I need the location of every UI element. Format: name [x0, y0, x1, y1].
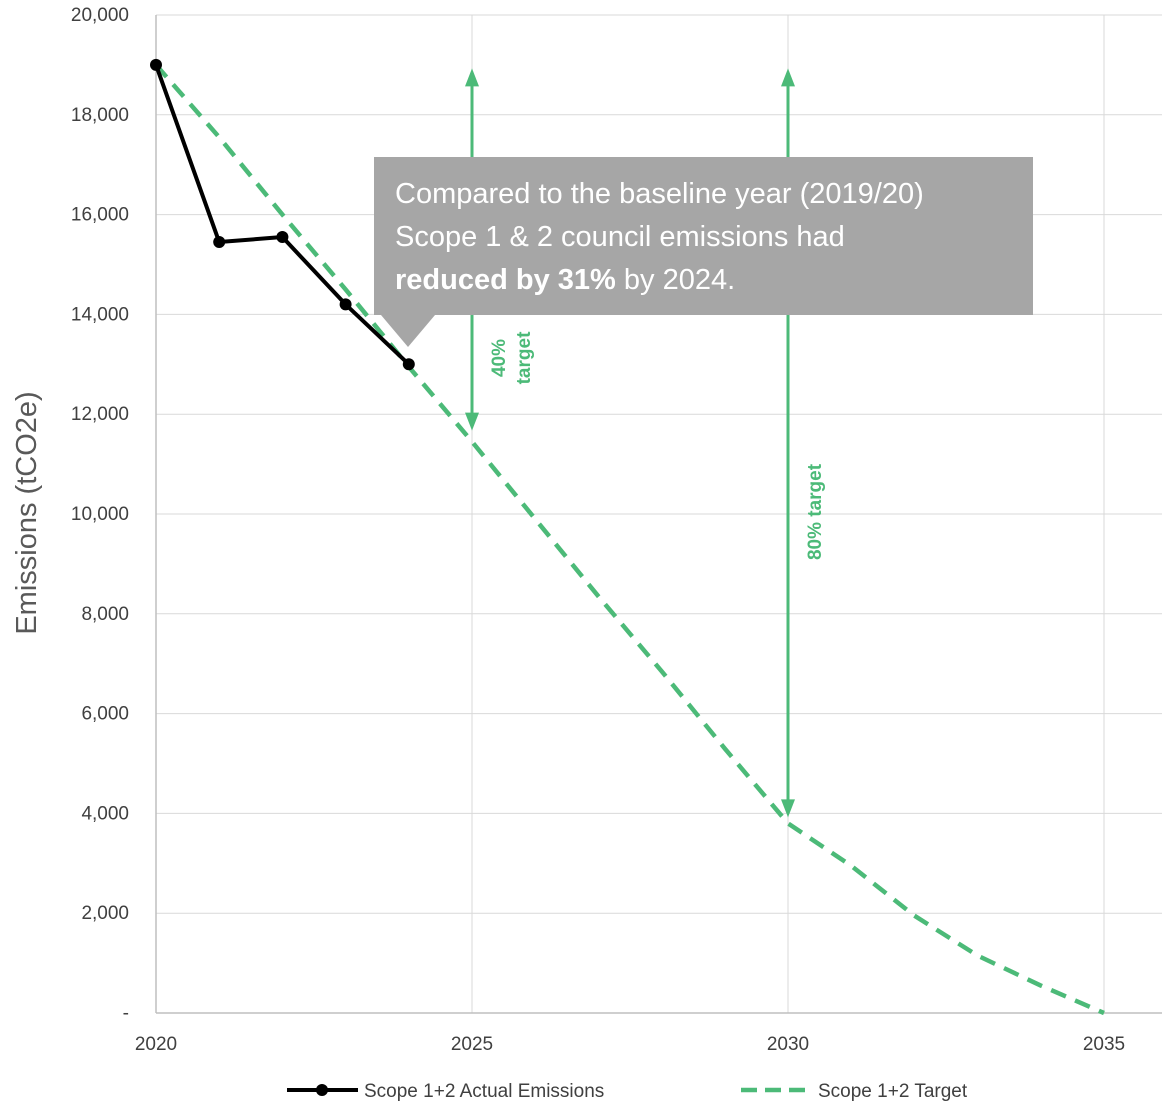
arrow-head-down — [465, 412, 479, 431]
arrow-head-up — [465, 68, 479, 87]
y-tick-label: 14,000 — [71, 304, 129, 325]
arrow-head-down — [781, 799, 795, 818]
actual-point — [339, 298, 352, 311]
y-axis-ticks: - 2,000 4,000 6,000 8,000 10,000 12,000 14,000 1… — [71, 5, 129, 1024]
y-tick-label: 16,000 — [71, 205, 129, 226]
y-tick-label: 18,000 — [71, 105, 129, 126]
callout-line-1: Compared to the baseline year (2019/20) — [395, 178, 924, 210]
actual-point — [213, 236, 226, 249]
y-tick-label: - — [123, 1003, 129, 1024]
callout-box: Compared to the baseline year (2019/20) … — [374, 157, 1033, 315]
legend-target-label: Scope 1+2 Target — [818, 1081, 968, 1102]
actual-point — [402, 358, 415, 371]
y-tick-label: 4,000 — [81, 803, 129, 824]
y-tick-label: 8,000 — [81, 604, 129, 625]
legend-actual-marker — [316, 1084, 328, 1096]
legend-actual-label: Scope 1+2 Actual Emissions — [364, 1081, 604, 1102]
x-tick-label: 2025 — [451, 1034, 493, 1055]
legend: Scope 1+2 Actual Emissions Scope 1+2 Targ… — [287, 1081, 968, 1102]
annotation-80-label: 80% target — [805, 463, 826, 560]
callout-highlight: reduced by 31% — [395, 264, 616, 296]
y-tick-label: 10,000 — [71, 504, 129, 525]
y-tick-label: 2,000 — [81, 903, 129, 924]
target-series-line — [154, 63, 1105, 1016]
x-tick-label: 2020 — [135, 1034, 177, 1055]
x-tick-label: 2035 — [1083, 1034, 1125, 1055]
annotation-40-label: target — [514, 331, 535, 384]
callout-line-3-rest: by 2024. — [615, 264, 736, 296]
callout-line-3: reduced by 31% by 2024. — [395, 259, 1033, 302]
x-axis-ticks: 2020 2025 2030 2035 — [135, 1034, 1125, 1055]
actual-point — [150, 58, 162, 71]
y-tick-label: 6,000 — [81, 704, 129, 725]
actual-point — [276, 231, 289, 244]
annotation-40-label: 40% — [489, 339, 510, 377]
y-tick-label: 20,000 — [71, 5, 129, 26]
y-tick-label: 12,000 — [71, 404, 129, 425]
arrow-head-up — [781, 68, 795, 87]
series-group — [150, 58, 1105, 1016]
callout-pointer — [381, 315, 435, 347]
callout-line-2: Scope 1 & 2 council emissions had — [395, 221, 845, 253]
y-axis-label: Emissions (tCO2e) — [11, 391, 43, 634]
x-tick-label: 2030 — [767, 1034, 809, 1055]
